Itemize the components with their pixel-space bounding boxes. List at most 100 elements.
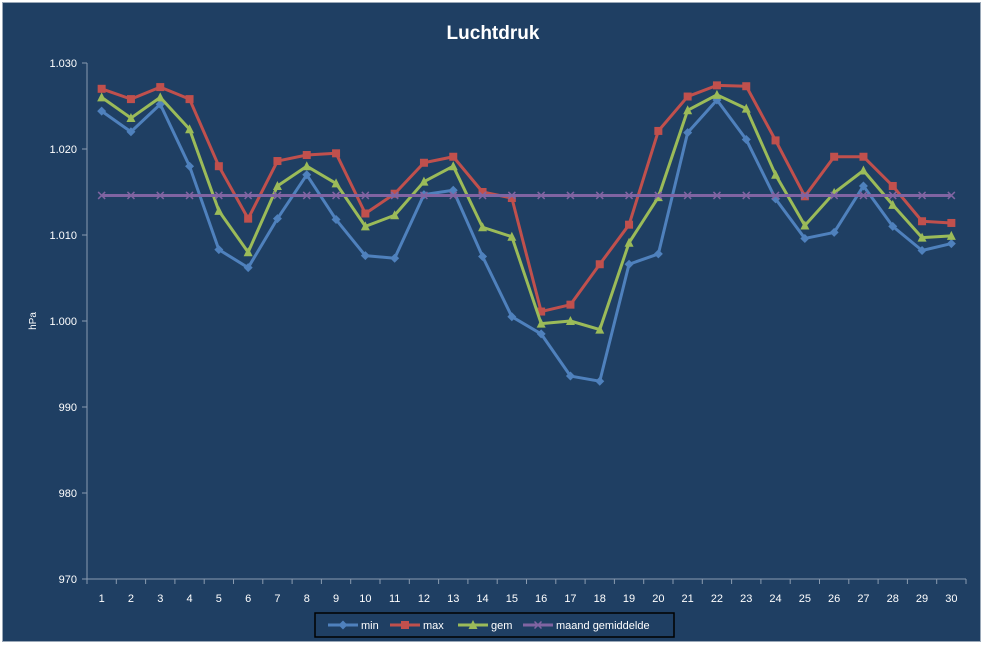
data-point-maand-gemiddelde — [302, 191, 311, 200]
legend-box — [314, 612, 675, 638]
x-tick-label: 15 — [506, 593, 518, 605]
data-point-min — [741, 135, 751, 145]
data-point-min — [478, 252, 488, 261]
x-tick-label: 2 — [128, 593, 134, 605]
data-point-max — [390, 189, 399, 198]
data-point-gem — [741, 103, 751, 113]
data-point-min — [858, 181, 868, 191]
x-tick-label: 22 — [711, 593, 723, 605]
data-point-gem — [536, 318, 546, 328]
legend-swatch-marker — [468, 620, 478, 629]
axes — [82, 62, 967, 584]
data-point-min — [917, 245, 927, 255]
x-marker-stroke — [859, 191, 868, 200]
x-marker-stroke — [361, 191, 370, 200]
data-point-maand-gemiddelde — [390, 191, 399, 200]
x-tick-label: 10 — [359, 593, 371, 605]
x-tick-label: 29 — [916, 593, 928, 605]
data-point-min — [565, 371, 575, 381]
data-point-maand-gemiddelde — [800, 191, 809, 200]
data-point-max — [566, 300, 575, 309]
data-point-max — [918, 217, 927, 226]
x-tick-label: 6 — [245, 593, 251, 605]
x-marker-stroke — [712, 191, 721, 200]
data-point-min — [97, 106, 107, 116]
x-tick-label: 1 — [99, 593, 105, 605]
x-tick-label: 14 — [476, 593, 488, 605]
data-point-gem — [360, 221, 370, 231]
y-tick-label: 990 — [59, 402, 77, 414]
series-max — [97, 81, 956, 316]
series-line-gem — [100, 93, 952, 332]
data-point-maand-gemiddelde — [478, 191, 487, 200]
y-axis-label: hPa — [28, 312, 39, 330]
x-marker-stroke — [419, 191, 428, 200]
data-point-gem — [507, 231, 517, 241]
x-tick-label: 11 — [389, 593, 400, 605]
series-gem — [97, 89, 956, 334]
data-point-gem — [390, 210, 400, 220]
data-point-gem — [448, 161, 458, 171]
data-point-max — [97, 84, 106, 93]
y-tick-label: 980 — [59, 488, 77, 500]
data-point-gem — [272, 180, 282, 190]
data-point-min — [214, 245, 224, 255]
data-point-gem — [683, 105, 693, 115]
x-marker-stroke — [97, 191, 106, 200]
x-marker-stroke — [654, 191, 663, 200]
x-marker-stroke — [507, 191, 516, 200]
data-point-gem — [478, 222, 488, 232]
data-point-maand-gemiddelde — [566, 191, 575, 200]
data-point-max — [214, 162, 223, 171]
data-point-maand-gemiddelde — [537, 191, 546, 200]
x-marker-stroke — [566, 191, 575, 200]
data-point-min — [624, 259, 634, 269]
data-point-maand-gemiddelde — [214, 191, 223, 200]
data-point-maand-gemiddelde — [244, 191, 253, 200]
x-marker-stroke — [244, 191, 253, 200]
data-point-maand-gemiddelde — [683, 191, 692, 200]
chart-svg: Luchtdruk hPa 970 980 990 1.000 1.010 1.020 1.… — [28, 23, 967, 638]
data-point-min — [595, 376, 605, 386]
x-tick-label: 17 — [564, 593, 576, 605]
series-layer — [97, 81, 956, 386]
data-point-gem — [302, 161, 312, 171]
x-tick-label: 30 — [945, 593, 957, 605]
x-marker-stroke — [302, 191, 311, 200]
legend-swatch-marker — [533, 620, 543, 630]
series-min — [97, 95, 956, 386]
legend-label: min — [361, 620, 379, 632]
data-point-gem — [97, 92, 107, 102]
data-point-min — [390, 253, 400, 263]
data-point-maand-gemiddelde — [595, 191, 604, 200]
legend-swatch-marker — [401, 621, 409, 629]
data-point-max — [478, 188, 487, 196]
data-point-min — [331, 215, 341, 225]
data-point-min — [448, 185, 458, 195]
x-tick-label: 5 — [216, 593, 222, 605]
data-point-min — [536, 329, 546, 339]
x-tick-label: 18 — [594, 593, 606, 605]
data-point-max — [507, 194, 516, 203]
x-marker-stroke — [273, 191, 282, 200]
data-point-max — [830, 152, 839, 161]
x-tick-label: 8 — [304, 593, 310, 605]
data-point-gem — [917, 232, 927, 242]
data-point-max — [683, 92, 692, 101]
legend: min max gem maand gemiddelde — [314, 612, 675, 638]
data-point-min — [243, 263, 253, 273]
y-tick-label: 1.000 — [49, 316, 77, 328]
data-point-max — [302, 151, 311, 160]
data-point-max — [771, 136, 780, 145]
x-marker-stroke — [800, 191, 809, 200]
data-point-max — [712, 81, 721, 90]
data-point-maand-gemiddelde — [771, 191, 780, 200]
data-point-maand-gemiddelde — [361, 191, 370, 200]
series-maand-gemiddelde — [97, 191, 956, 200]
y-tick-label: 1.020 — [49, 144, 77, 156]
data-point-min — [507, 312, 517, 322]
x-tick-label: 7 — [274, 593, 280, 605]
x-tick-label: 20 — [652, 593, 664, 605]
x-marker-stroke — [888, 191, 897, 200]
